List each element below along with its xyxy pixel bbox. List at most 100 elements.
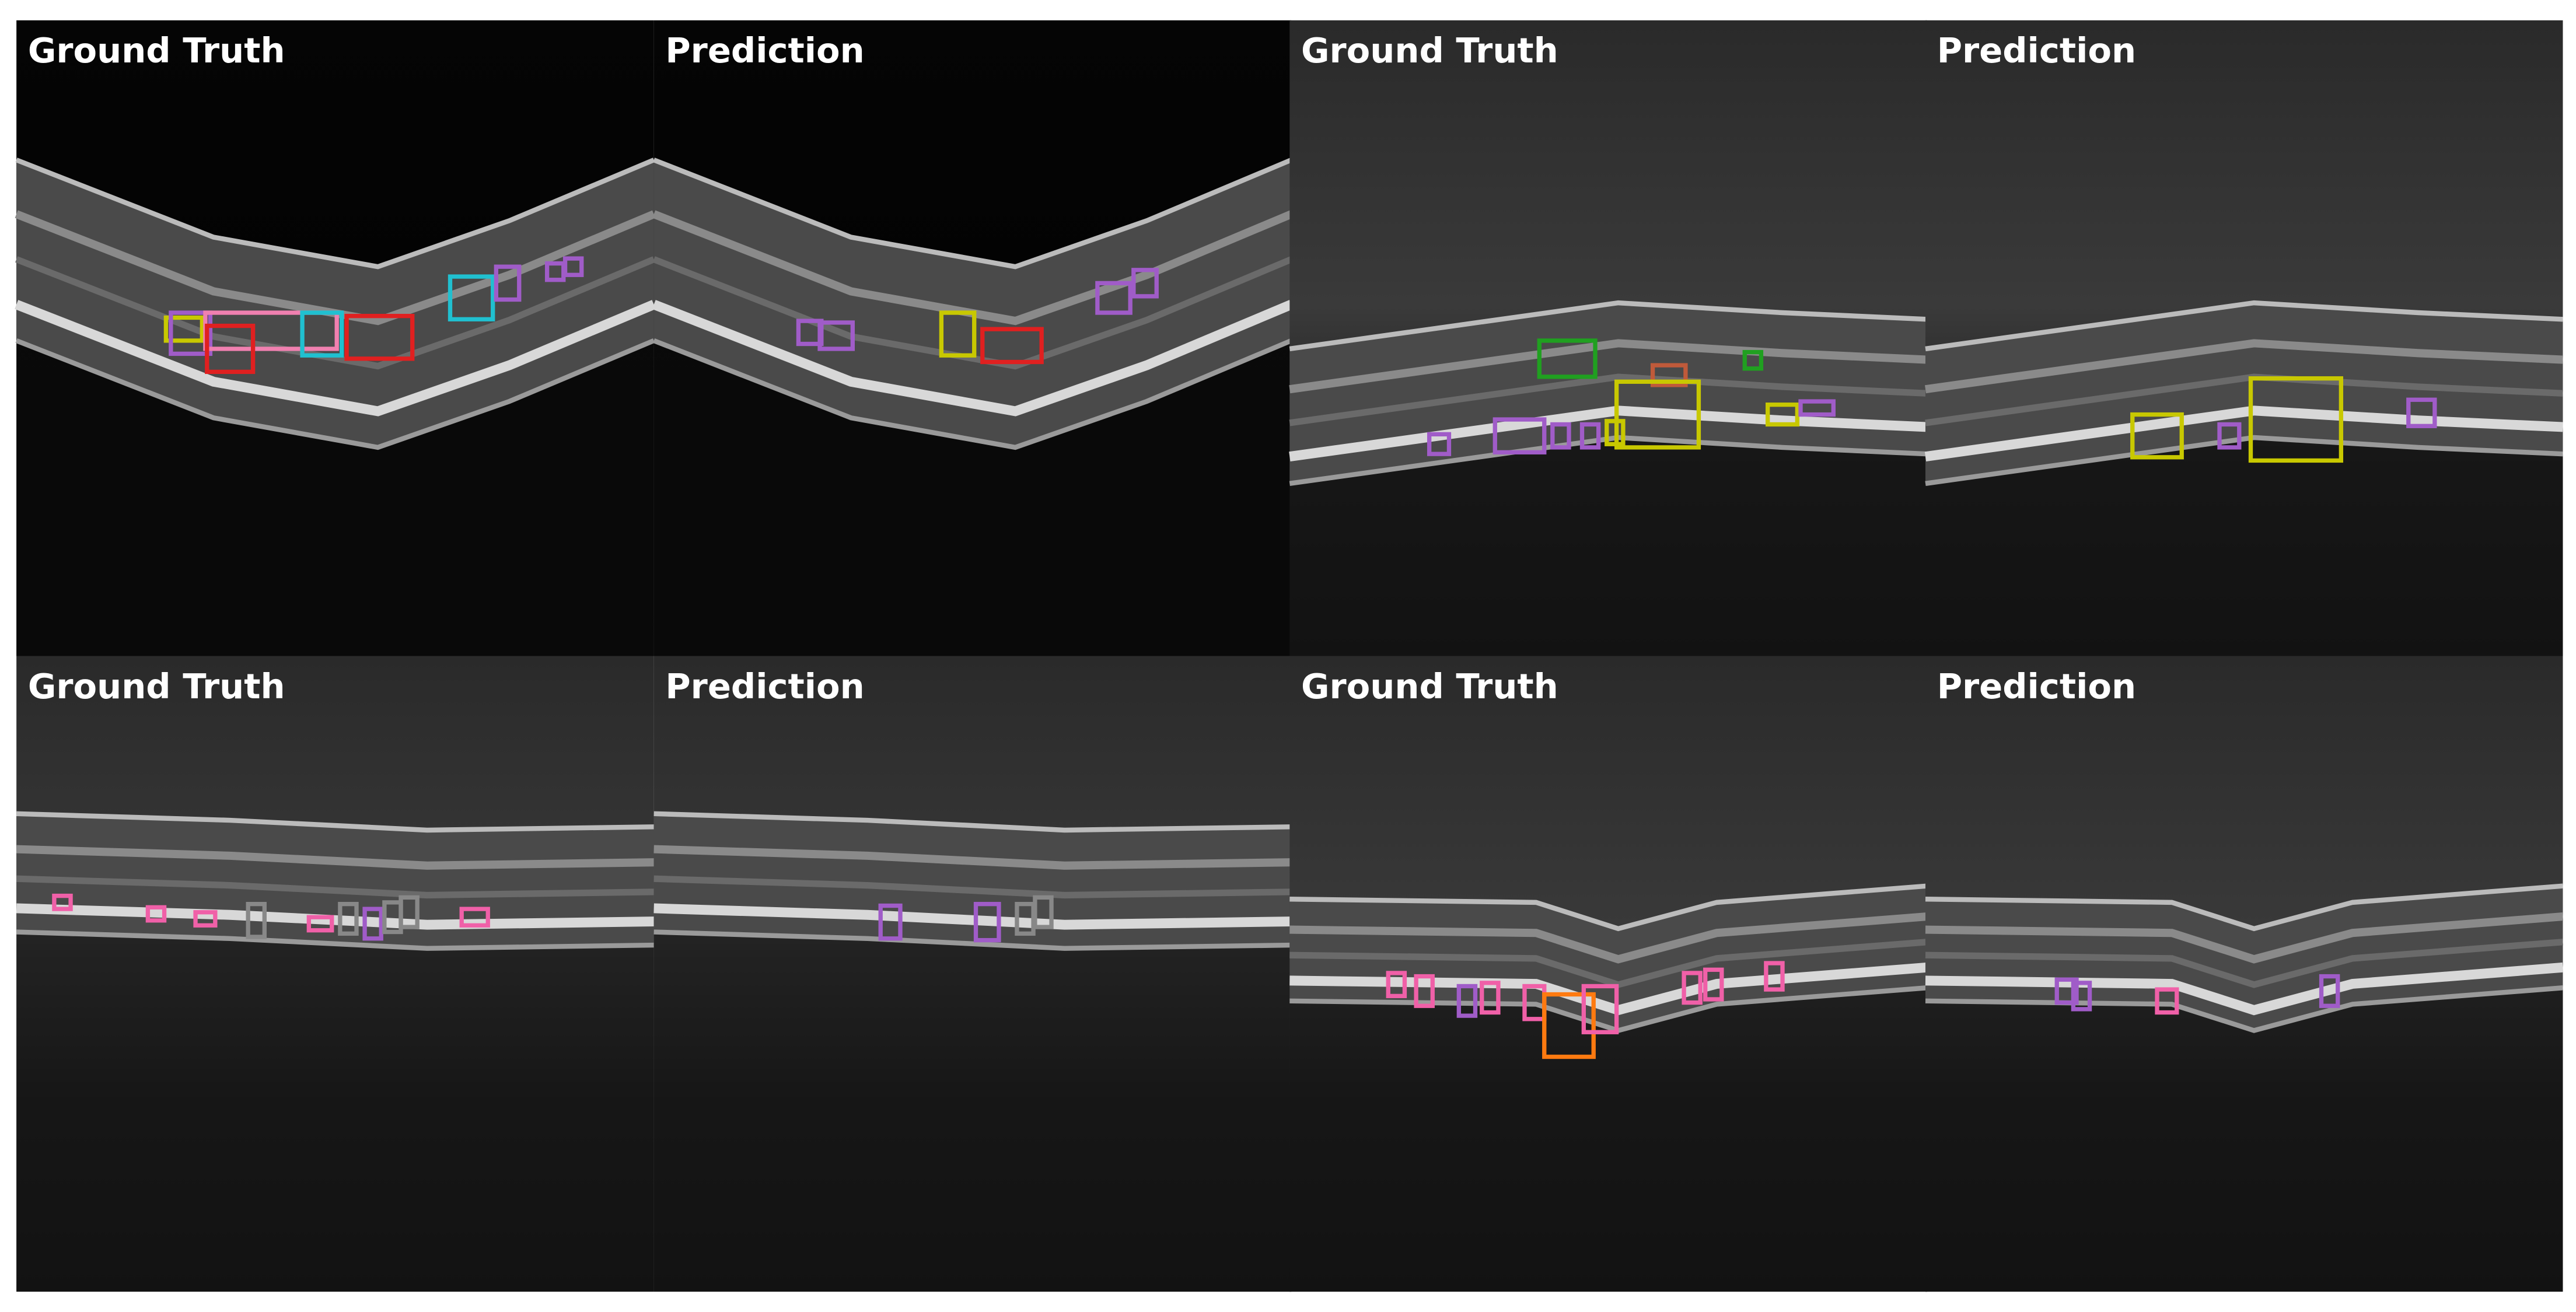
bounding-box [1386,971,1407,999]
retina-shadow [16,340,654,656]
panel: Ground Truth [16,656,654,1292]
bounding-box [1798,399,1836,417]
bounding-box [448,274,495,321]
bounding-box [1414,974,1435,1008]
bounding-box [1764,961,1785,992]
bounding-box [362,907,383,941]
bounding-box [338,902,359,936]
panel: Prediction [653,656,1292,1292]
panel: Prediction [652,20,1294,656]
panel-label: Prediction [665,30,864,71]
bounding-box [205,323,256,375]
bounding-box [2217,422,2242,450]
bounding-box [2054,977,2079,1005]
bounding-box [973,902,1001,943]
bounding-box [878,903,903,941]
panel: Ground Truth [1289,20,1928,656]
bounding-box [1131,268,1159,299]
bounding-box [2071,981,2092,1012]
bounding-box [193,910,218,928]
bounding-box [1537,338,1598,379]
bounding-box [1427,432,1452,456]
bounding-box [1095,281,1133,315]
retina-band [15,158,655,270]
bounding-box [169,310,213,356]
retina-band [653,875,1292,899]
panel-label: Prediction [665,666,864,706]
retina-band [652,300,1294,417]
panel: Prediction [1925,656,2564,1292]
retina-band [1925,300,2563,352]
retina-band [1289,373,1928,426]
retina-band [1925,435,2563,487]
retina-band [1289,912,1928,964]
bounding-box [2248,376,2344,463]
retina-band [653,811,1292,833]
retina-band [1289,339,1928,394]
bounding-box [52,893,73,911]
bounding-box [1581,984,1619,1034]
bounding-box [300,310,344,358]
bounding-box [2155,987,2179,1015]
bounding-box [1766,403,1800,427]
bounding-box [939,310,977,358]
panel: Prediction [1924,20,2563,656]
bounding-box [306,915,334,933]
retina-band [652,210,1293,326]
panel-label: Ground Truth [1301,30,1558,71]
bounding-box [1614,379,1701,450]
bounding-box [1033,895,1054,929]
bounding-box [817,320,855,351]
retina-band [653,903,1292,930]
retina-band [1925,339,2563,394]
bounding-box [2406,397,2437,428]
bounding-box [1650,363,1688,387]
bounding-box [344,313,415,361]
retina-band [15,256,655,370]
retina-shadow [1289,988,1927,1292]
retina-shadow [16,932,654,1292]
retina-band [16,929,654,951]
bounding-box [1456,984,1478,1018]
retina-band [1289,300,1927,352]
bounding-box [246,902,267,939]
retina-band [1925,912,2564,964]
retina-band [15,300,656,417]
bounding-box [562,256,584,277]
bounding-box [1480,981,1501,1015]
bounding-box [1493,417,1547,455]
bounding-box [980,327,1044,365]
panel-label: Ground Truth [28,30,285,71]
retina-band [1925,883,2563,932]
bounding-box [163,315,204,343]
bounding-box [1542,992,1596,1059]
retina-band [15,210,656,326]
bounding-box [1682,971,1703,1005]
bounding-box [2130,412,2184,460]
retina-band [1289,883,1928,932]
bounding-box [2319,974,2340,1008]
bounding-box [145,905,167,923]
retina-shadow [1925,988,2563,1292]
panel-label: Ground Truth [1301,666,1558,706]
panel-label: Prediction [1937,666,2136,706]
bounding-box [1742,349,1764,371]
bounding-box [1605,419,1626,446]
retina-band [653,158,1292,270]
retina-band [653,845,1292,870]
retina-band [653,338,1292,450]
retina-band [16,875,654,899]
retina-band [653,929,1292,951]
retina-band [1925,939,2563,988]
retina-band [1924,405,2563,462]
retina-shadow [1925,438,2563,656]
bounding-box [399,895,420,929]
retina-band [15,338,655,450]
retina-shadow [653,340,1292,656]
retina-band [16,903,654,930]
panel: Ground Truth [15,20,656,656]
bounding-box [494,264,522,302]
bounding-box [1550,422,1571,450]
bounding-box [459,907,490,928]
